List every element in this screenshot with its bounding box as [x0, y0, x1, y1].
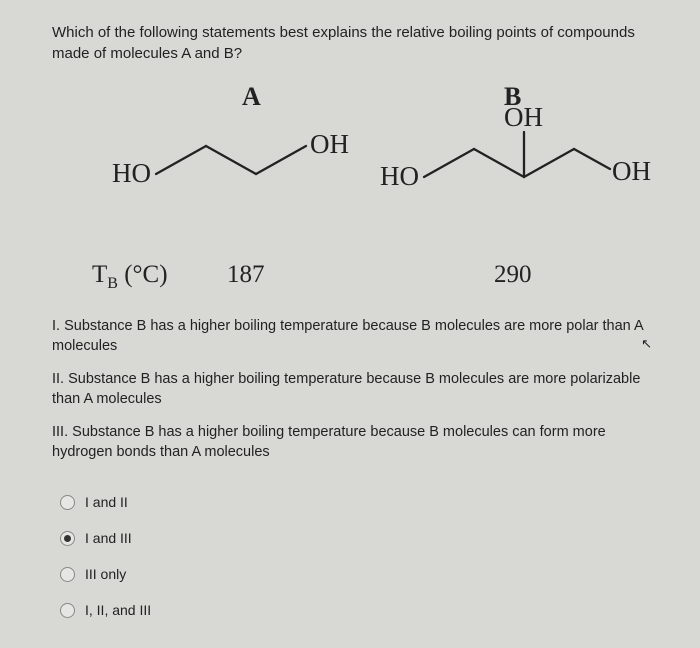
oh-label-b-top: OH — [504, 104, 543, 132]
option-1[interactable]: I and II — [60, 494, 648, 510]
molecule-diagram-area: A HO OH B HO OH OH — [52, 82, 648, 257]
option-label: I and III — [85, 530, 132, 546]
radio-icon[interactable] — [60, 531, 75, 546]
boiling-point-row: TB (°C) 187 290 — [52, 261, 648, 293]
option-label: I, II, and III — [85, 602, 151, 618]
statement-1: I. Substance B has a higher boiling temp… — [52, 317, 648, 356]
option-3[interactable]: III only — [60, 566, 648, 582]
molecule-b-structure: HO OH OH — [380, 104, 660, 199]
statements-block: I. Substance B has a higher boiling temp… — [52, 317, 648, 462]
tb-value-b: 290 — [494, 261, 532, 289]
option-label: I and II — [85, 494, 128, 510]
answer-options: I and II I and III III only I, II, and I… — [60, 494, 648, 618]
radio-icon[interactable] — [60, 495, 75, 510]
option-2[interactable]: I and III — [60, 530, 648, 546]
ho-label-b: HO — [380, 161, 419, 191]
radio-icon[interactable] — [60, 603, 75, 618]
tb-prefix: T — [92, 261, 107, 288]
tb-label: TB (°C) — [92, 261, 168, 293]
tb-subscript: B — [107, 275, 118, 292]
oh-label: OH — [310, 129, 349, 159]
molecule-a-label: A — [242, 82, 261, 112]
statement-3: III. Substance B has a higher boiling te… — [52, 423, 648, 462]
option-label: III only — [85, 566, 126, 582]
ho-label: HO — [112, 158, 151, 188]
tb-suffix: (°C) — [118, 261, 168, 288]
cursor-icon: ↖ — [641, 336, 652, 352]
option-4[interactable]: I, II, and III — [60, 602, 648, 618]
question-text: Which of the following statements best e… — [52, 22, 648, 64]
molecule-a-structure: HO OH — [112, 120, 367, 192]
statement-2: II. Substance B has a higher boiling tem… — [52, 370, 648, 409]
radio-icon[interactable] — [60, 567, 75, 582]
oh-label-b-right: OH — [612, 156, 651, 186]
tb-value-a: 187 — [227, 261, 265, 289]
